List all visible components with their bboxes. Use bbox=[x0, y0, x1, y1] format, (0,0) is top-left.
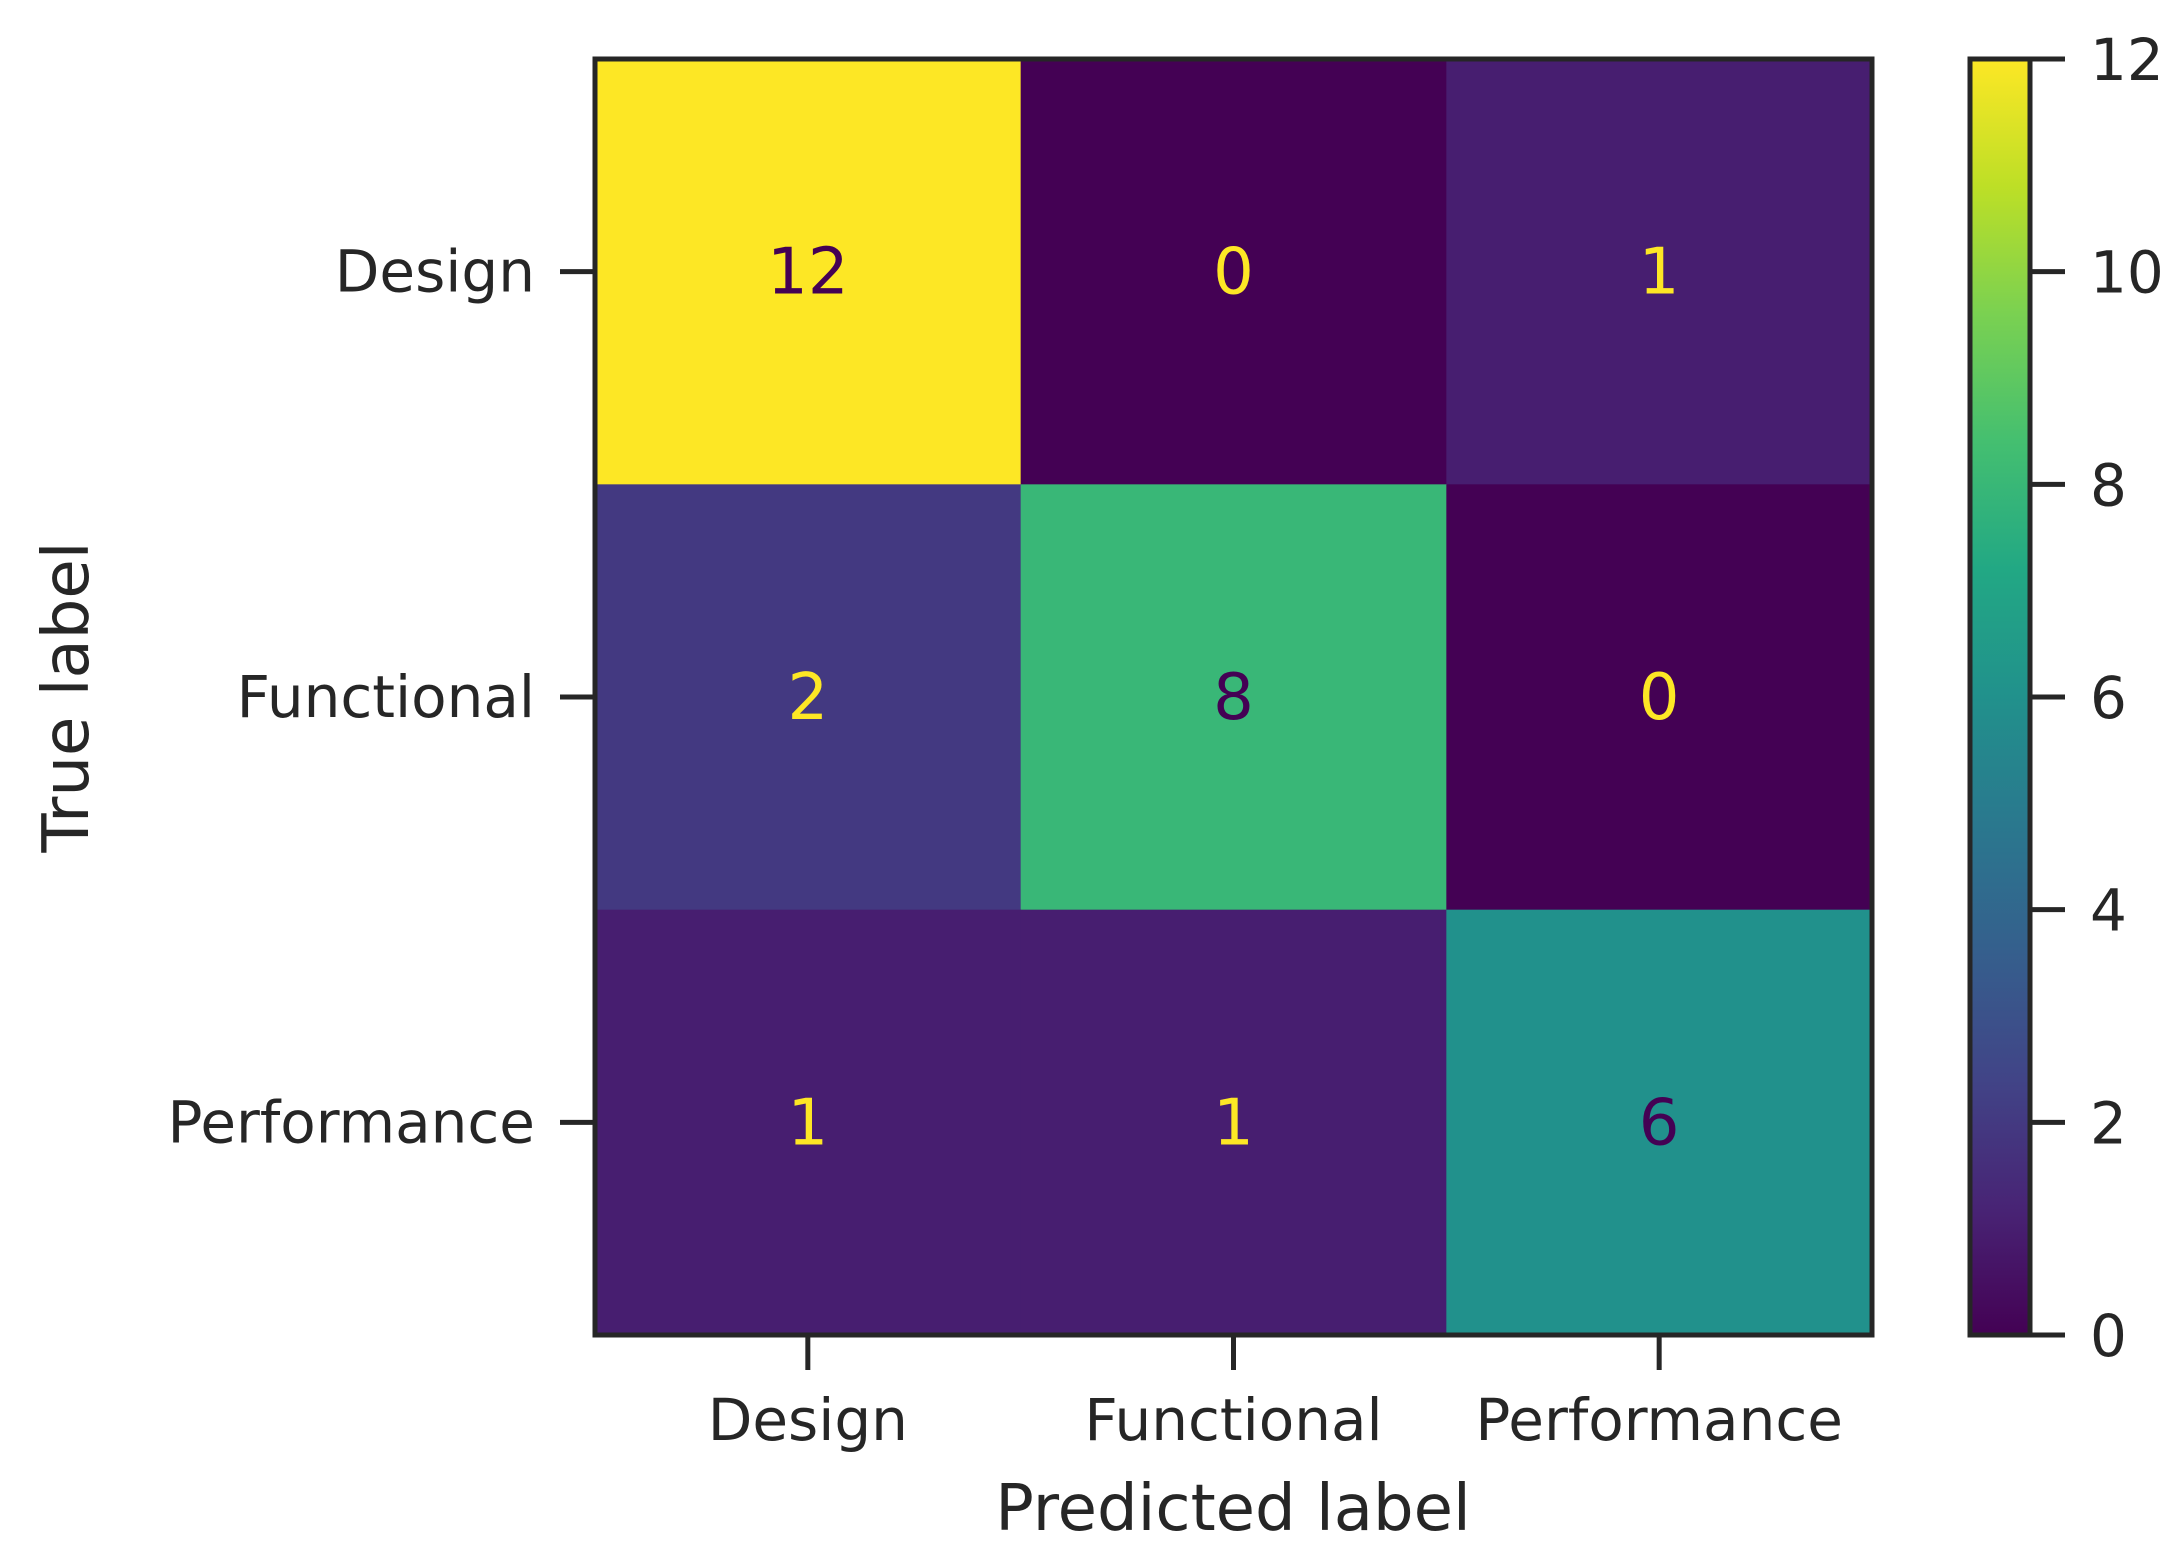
x-tick-label: Design bbox=[708, 1386, 908, 1454]
colorbar-tick-label: 10 bbox=[2090, 239, 2164, 307]
x-tick-label: Functional bbox=[1084, 1386, 1382, 1454]
heatmap-cell bbox=[595, 909, 1022, 1336]
colorbar-tick-label: 2 bbox=[2090, 1089, 2127, 1157]
cell-value-label: 1 bbox=[1639, 236, 1680, 310]
x-tick-label: Performance bbox=[1475, 1386, 1843, 1454]
colorbar-tick-label: 12 bbox=[2090, 26, 2164, 94]
colorbar-ticks: 0 2 4 6 8 10 12 bbox=[2030, 26, 2164, 1370]
heatmap-cell bbox=[595, 484, 1022, 911]
y-axis-ticks: Design Functional Performance bbox=[167, 238, 595, 1156]
heatmap-cell bbox=[1446, 909, 1873, 1336]
colorbar bbox=[1967, 56, 2033, 1338]
colorbar-tick-label: 8 bbox=[2090, 451, 2127, 519]
heatmap-cells: 12 0 12 8 01 1 6 bbox=[595, 59, 1873, 1336]
cell-value-label: 12 bbox=[767, 236, 848, 310]
heatmap-cell bbox=[595, 59, 1022, 485]
cell-value-label: 0 bbox=[1639, 661, 1680, 735]
heatmap-cell bbox=[1446, 59, 1873, 485]
heatmap-cell bbox=[1020, 484, 1447, 911]
cell-value-label: 0 bbox=[1213, 236, 1254, 310]
cell-value-label: 8 bbox=[1213, 661, 1254, 735]
cell-value-label: 2 bbox=[787, 661, 828, 735]
x-axis-label: Predicted label bbox=[995, 1472, 1471, 1546]
y-tick-label: Performance bbox=[167, 1088, 535, 1156]
cell-value-label: 1 bbox=[787, 1086, 828, 1160]
heatmap-cell bbox=[1020, 909, 1447, 1336]
x-axis-ticks: Design Functional Performance bbox=[708, 1335, 1843, 1454]
heatmap-cell bbox=[1446, 484, 1873, 911]
colorbar-tick-label: 6 bbox=[2090, 664, 2127, 732]
y-axis-label: True label bbox=[30, 541, 104, 853]
heatmap-cell bbox=[1020, 59, 1447, 485]
cell-value-label: 6 bbox=[1639, 1086, 1680, 1160]
cell-value-label: 1 bbox=[1213, 1086, 1254, 1160]
y-tick-label: Functional bbox=[237, 663, 535, 731]
colorbar-tick-label: 4 bbox=[2090, 877, 2127, 945]
colorbar-tick-label: 0 bbox=[2090, 1302, 2127, 1370]
y-tick-label: Design bbox=[335, 238, 535, 306]
